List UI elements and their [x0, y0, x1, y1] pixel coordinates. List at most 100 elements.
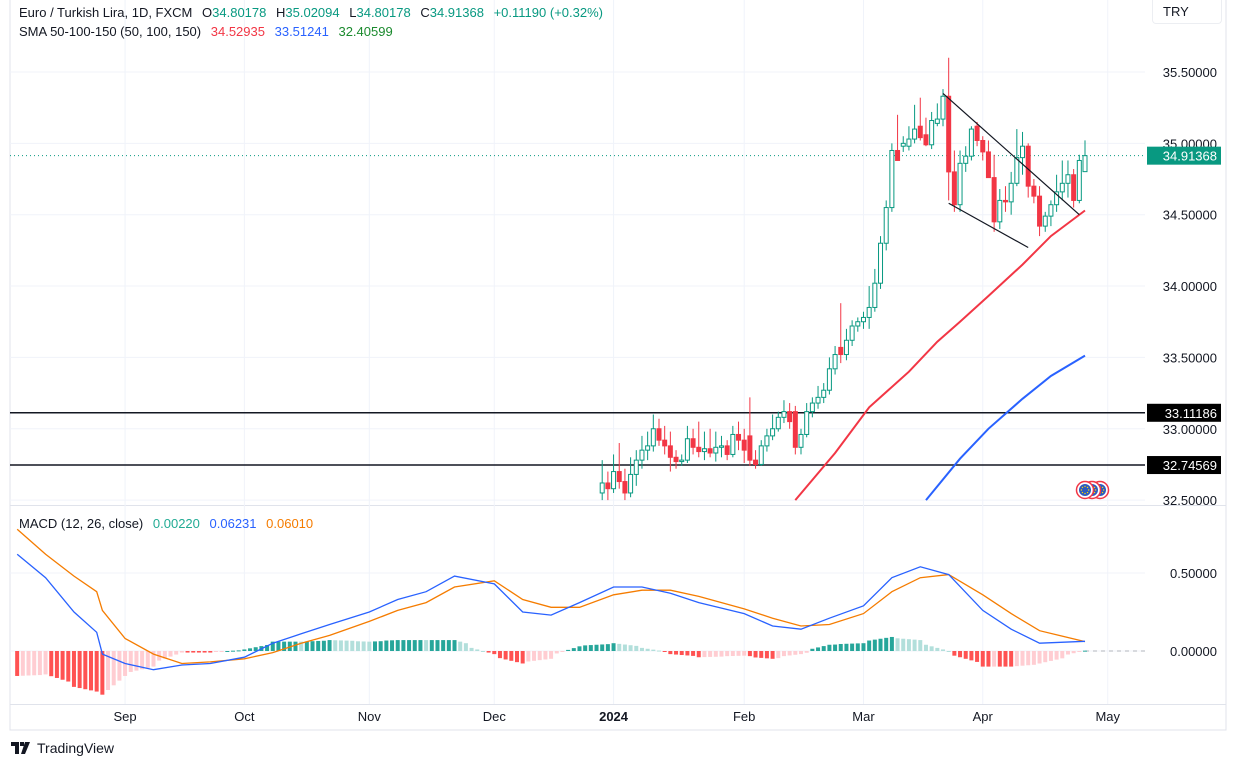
macd-legend[interactable]: MACD (12, 26, close) 0.00220 0.06231 0.0…	[19, 516, 313, 531]
candle[interactable]	[968, 126, 974, 161]
candle[interactable]	[667, 431, 673, 472]
candle[interactable]	[628, 457, 634, 498]
candle[interactable]	[934, 103, 940, 127]
candle[interactable]	[662, 425, 668, 455]
candle[interactable]	[690, 428, 696, 455]
candle[interactable]	[860, 311, 866, 329]
candle[interactable]	[878, 236, 884, 289]
candle[interactable]	[730, 425, 736, 458]
candle[interactable]	[809, 397, 815, 418]
candle[interactable]	[940, 89, 946, 127]
candle[interactable]	[804, 403, 810, 438]
candle[interactable]	[1048, 200, 1054, 227]
candle[interactable]	[781, 400, 787, 424]
candle[interactable]	[997, 189, 1003, 229]
trend-line[interactable]	[948, 202, 1029, 249]
candle[interactable]	[1059, 160, 1065, 201]
candle[interactable]	[611, 454, 617, 493]
candle[interactable]	[946, 57, 952, 201]
candle[interactable]	[923, 117, 929, 147]
candle[interactable]	[985, 140, 991, 179]
candle[interactable]	[980, 136, 986, 161]
candle[interactable]	[753, 450, 759, 469]
candle[interactable]	[713, 431, 719, 462]
candle[interactable]	[843, 328, 849, 361]
candle[interactable]	[707, 428, 713, 458]
candle[interactable]	[849, 320, 855, 346]
candle[interactable]	[1008, 171, 1014, 215]
candle[interactable]	[696, 421, 702, 458]
candle[interactable]	[1065, 160, 1071, 198]
candle[interactable]	[798, 428, 804, 455]
macd-pane[interactable]	[15, 528, 1145, 695]
candle[interactable]	[929, 111, 935, 150]
candle[interactable]	[1076, 154, 1082, 204]
candle[interactable]	[724, 440, 730, 461]
candle[interactable]	[758, 440, 764, 466]
candle[interactable]	[701, 431, 707, 461]
candle[interactable]	[889, 143, 895, 212]
candle[interactable]	[656, 418, 662, 446]
candle[interactable]	[855, 317, 861, 332]
sma-legend[interactable]: SMA 50-100-150 (50, 100, 150) 34.52935 3…	[19, 24, 393, 39]
candle[interactable]	[650, 414, 656, 452]
candle[interactable]	[821, 383, 827, 404]
candle[interactable]	[895, 114, 901, 161]
candle[interactable]	[633, 450, 639, 486]
candle[interactable]	[912, 104, 918, 144]
candle-body	[622, 481, 628, 494]
candle[interactable]	[684, 425, 690, 463]
eu-event-icon[interactable]	[1075, 480, 1095, 500]
candle[interactable]	[906, 126, 912, 151]
candle[interactable]	[963, 146, 969, 172]
candle[interactable]	[1014, 129, 1020, 187]
candle[interactable]	[1037, 186, 1043, 237]
candle[interactable]	[622, 468, 628, 501]
candle[interactable]	[838, 303, 844, 364]
candle[interactable]	[775, 411, 781, 432]
candle[interactable]	[599, 460, 605, 501]
candle[interactable]	[1042, 211, 1048, 232]
candle[interactable]	[1082, 140, 1088, 173]
candle[interactable]	[957, 150, 963, 212]
candle[interactable]	[974, 121, 980, 147]
candle[interactable]	[1002, 186, 1008, 212]
candle[interactable]	[673, 450, 679, 469]
candle[interactable]	[1071, 169, 1077, 208]
candle[interactable]	[826, 357, 832, 395]
macd-histogram-bar	[622, 644, 627, 651]
axes[interactable]: Sep Oct Nov Dec 2024 Feb Mar Apr May35.5000035.0…	[114, 65, 1221, 724]
candle[interactable]	[991, 154, 997, 232]
candle[interactable]	[1031, 179, 1037, 204]
candle[interactable]	[1025, 143, 1031, 198]
price-pane[interactable]	[10, 57, 1145, 501]
candle[interactable]	[616, 443, 622, 489]
candle[interactable]	[832, 345, 838, 375]
candle[interactable]	[1020, 131, 1026, 175]
candle[interactable]	[639, 435, 645, 469]
candle[interactable]	[872, 268, 878, 312]
currency-button[interactable]: TRY	[1152, 0, 1222, 24]
candle[interactable]	[747, 397, 753, 466]
candle[interactable]	[679, 454, 685, 466]
candle[interactable]	[770, 414, 776, 441]
candle[interactable]	[815, 385, 821, 409]
candle[interactable]	[951, 150, 957, 212]
tradingview-logo[interactable]: TradingView	[11, 740, 114, 756]
candle[interactable]	[1054, 174, 1060, 212]
macd-histogram-bar	[282, 641, 287, 651]
candle[interactable]	[792, 405, 798, 455]
candle[interactable]	[866, 286, 872, 329]
candle[interactable]	[883, 200, 889, 251]
candle[interactable]	[736, 421, 742, 451]
candle[interactable]	[764, 428, 770, 452]
candle[interactable]	[900, 136, 906, 152]
candle[interactable]	[645, 431, 651, 461]
candle[interactable]	[787, 403, 793, 429]
trend-line[interactable]	[942, 92, 1080, 216]
candle[interactable]	[605, 471, 611, 501]
candle[interactable]	[741, 428, 747, 463]
candle[interactable]	[917, 97, 923, 141]
candle[interactable]	[718, 435, 724, 458]
